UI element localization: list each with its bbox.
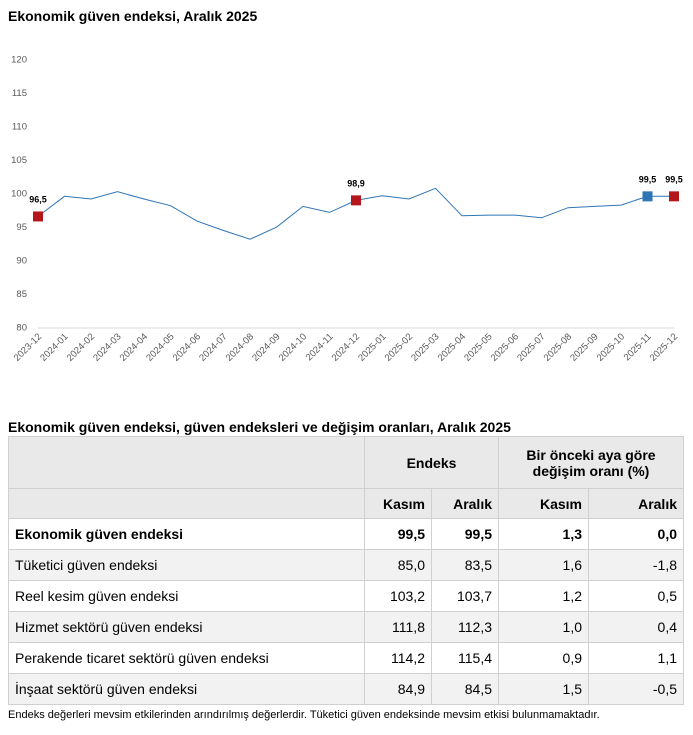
row-value: 84,5 bbox=[431, 673, 499, 705]
row-value: 0,0 bbox=[588, 518, 684, 550]
row-value: 84,9 bbox=[364, 673, 432, 705]
header-aralik-endeks: Aralık bbox=[431, 488, 499, 519]
table-row: İnşaat sektörü güven endeksi 84,9 84,5 1,5-… bbox=[8, 673, 684, 705]
data-label: 99,5 bbox=[665, 174, 683, 184]
header-change: Bir önceki aya göre değişim oranı (%) bbox=[498, 436, 684, 489]
x-tick-label: 2025-08 bbox=[542, 331, 574, 363]
table-row: Hizmet sektörü güven endeksi 111,8 112,3 1,… bbox=[8, 611, 684, 643]
row-value: 112,3 bbox=[431, 611, 499, 643]
x-tick-label: 2025-10 bbox=[595, 331, 627, 363]
x-tick-label: 2025-01 bbox=[356, 331, 388, 363]
table-row: Reel kesim güven endeksi 103,2 103,7 1,2 0,5 bbox=[8, 580, 684, 612]
x-tick-label: 2024-03 bbox=[91, 331, 123, 363]
confidence-table: Endeks Bir önceki aya göre değişim oranı… bbox=[8, 436, 684, 705]
row-value: 103,2 bbox=[364, 580, 432, 612]
row-value: 1,2 bbox=[498, 580, 589, 612]
row-value: 0,5 bbox=[588, 580, 684, 612]
x-tick-label: 2025-06 bbox=[489, 331, 521, 363]
y-tick-label: 85 bbox=[16, 289, 27, 300]
y-tick-label: 105 bbox=[11, 155, 27, 166]
x-tick-label: 2025-02 bbox=[383, 331, 415, 363]
data-point-marker bbox=[669, 191, 679, 202]
row-value: 111,8 bbox=[364, 611, 432, 643]
line-chart: 808590951001051101151202023-122024-01202… bbox=[11, 55, 683, 364]
table-row: Ekonomik güven endeksi 99,5 99,5 1,3 0,0 bbox=[8, 518, 684, 550]
table-row: Tüketici güven endeksi 85,0 83,5 1,6 -1,8 bbox=[8, 549, 684, 581]
x-tick-label: 2025-05 bbox=[462, 331, 494, 363]
x-tick-label: 2024-02 bbox=[65, 331, 97, 363]
x-tick-label: 2023-12 bbox=[12, 331, 44, 363]
data-label: 99,5 bbox=[639, 174, 657, 184]
y-tick-label: 115 bbox=[12, 88, 27, 99]
row-value: -1,8 bbox=[588, 549, 684, 581]
header-aralik-change: Aralık bbox=[588, 488, 684, 519]
row-value: 0,9 bbox=[498, 642, 589, 674]
table-title: Ekonomik güven endeksi, güven endeksleri… bbox=[8, 419, 511, 435]
header-empty-2 bbox=[8, 488, 365, 519]
row-label: Reel kesim güven endeksi bbox=[8, 580, 365, 612]
row-value: 1,0 bbox=[498, 611, 589, 643]
header-empty bbox=[8, 436, 365, 489]
row-label: Hizmet sektörü güven endeksi bbox=[8, 611, 365, 643]
x-tick-label: 2025-03 bbox=[409, 331, 441, 363]
data-point-marker bbox=[351, 195, 361, 206]
header-endeks: Endeks bbox=[364, 436, 499, 489]
data-point-marker bbox=[33, 211, 43, 222]
row-label: Perakende ticaret sektörü güven endeksi bbox=[8, 642, 365, 674]
x-tick-label: 2024-04 bbox=[118, 331, 150, 363]
row-value: 0,4 bbox=[588, 611, 684, 643]
row-value: 1,3 bbox=[498, 518, 589, 550]
x-tick-label: 2025-12 bbox=[648, 331, 680, 363]
x-tick-label: 2024-01 bbox=[38, 331, 70, 363]
y-tick-label: 110 bbox=[12, 122, 27, 133]
data-label: 98,9 bbox=[347, 178, 365, 188]
row-value: 103,7 bbox=[431, 580, 499, 612]
header-kasim-endeks: Kasım bbox=[364, 488, 432, 519]
x-tick-label: 2024-06 bbox=[171, 331, 203, 363]
y-tick-label: 80 bbox=[16, 323, 27, 334]
x-tick-label: 2024-08 bbox=[224, 331, 256, 363]
x-tick-label: 2024-10 bbox=[277, 331, 309, 363]
row-value: 1,1 bbox=[588, 642, 684, 674]
y-tick-label: 95 bbox=[16, 222, 27, 233]
x-tick-label: 2024-05 bbox=[144, 331, 176, 363]
row-value: 115,4 bbox=[431, 642, 499, 674]
row-value: -0,5 bbox=[588, 673, 684, 705]
data-label: 96,5 bbox=[29, 194, 47, 204]
x-tick-label: 2024-09 bbox=[250, 331, 282, 363]
x-tick-label: 2025-04 bbox=[436, 331, 468, 363]
x-tick-label: 2024-12 bbox=[330, 331, 362, 363]
y-tick-label: 90 bbox=[16, 256, 27, 267]
chart-title: Ekonomik güven endeksi, Aralık 2025 bbox=[8, 8, 258, 24]
y-tick-label: 100 bbox=[11, 189, 27, 200]
data-point-marker bbox=[642, 191, 653, 202]
row-value: 1,6 bbox=[498, 549, 589, 581]
row-value: 83,5 bbox=[431, 549, 499, 581]
x-tick-label: 2025-07 bbox=[515, 331, 547, 363]
row-value: 99,5 bbox=[364, 518, 432, 550]
footnote: Endeks değerleri mevsim etkilerinden arı… bbox=[8, 709, 600, 721]
row-label: İnşaat sektörü güven endeksi bbox=[8, 673, 365, 705]
y-tick-label: 120 bbox=[11, 55, 27, 66]
row-value: 1,5 bbox=[498, 673, 589, 705]
row-value: 85,0 bbox=[364, 549, 432, 581]
table-row: Perakende ticaret sektörü güven endeksi 1… bbox=[8, 642, 684, 674]
row-value: 99,5 bbox=[431, 518, 499, 550]
x-tick-label: 2025-09 bbox=[568, 331, 600, 363]
row-value: 114,2 bbox=[364, 642, 432, 674]
row-label: Tüketici güven endeksi bbox=[8, 549, 365, 581]
x-tick-label: 2024-07 bbox=[197, 331, 229, 363]
row-label: Ekonomik güven endeksi bbox=[8, 518, 365, 550]
header-kasim-change: Kasım bbox=[498, 488, 589, 519]
